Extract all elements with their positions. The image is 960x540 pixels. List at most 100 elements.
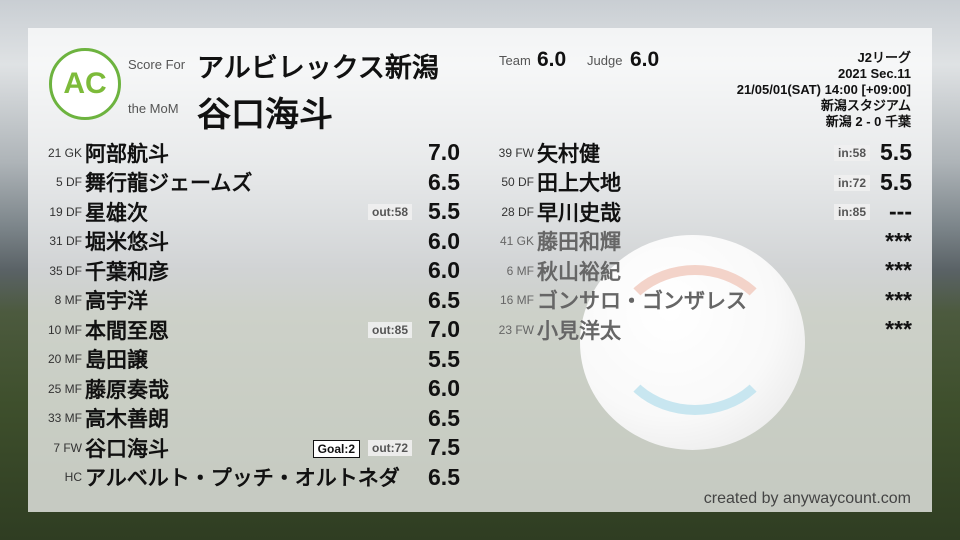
datetime: 21/05/01(SAT) 14:00 [+09:00] <box>736 82 911 97</box>
player-score: 5.5 <box>428 198 460 224</box>
player-name: 阿部航斗 <box>85 141 169 166</box>
player-number-position: 19 DF <box>49 204 82 219</box>
player-name: 小見洋太 <box>537 318 621 343</box>
goal-badge: Goal:2 <box>312 440 360 458</box>
player-score: --- <box>889 198 912 224</box>
player-number-position: 35 DF <box>49 263 82 278</box>
mom-label: the MoM <box>128 101 179 116</box>
team-name: アルビレックス新潟 <box>197 53 439 84</box>
judge-label: Judge <box>587 53 623 68</box>
player-name: アルベルト・プッチ・オルトネダ <box>85 466 400 490</box>
player-score: 6.0 <box>428 257 460 283</box>
player-name: 島田譲 <box>85 348 148 372</box>
player-score: 6.0 <box>428 227 460 254</box>
player-row: 21 GK 阿部航斗 <box>28 138 169 167</box>
player-score: 6.5 <box>428 404 460 431</box>
player-score: 7.0 <box>428 139 460 165</box>
player-row: 28 DF 早川史哉 <box>488 197 621 226</box>
player-score: 5.5 <box>880 168 912 195</box>
sub-badge: in:85 <box>833 204 870 220</box>
result: 新潟 2 - 0 千葉 <box>825 114 911 129</box>
judge-score: 6.0 <box>630 48 660 71</box>
player-number-position: 23 FW <box>498 322 534 337</box>
player-name: 藤原奏哉 <box>85 377 169 402</box>
mom-name: 谷口海斗 <box>197 95 333 135</box>
player-row: 19 DF 星雄次 <box>28 197 148 226</box>
player-row: 20 MF 島田譲 <box>28 345 148 374</box>
player-score: 6.0 <box>428 375 460 401</box>
player-score: 7.5 <box>428 434 460 460</box>
player-name: 秋山裕紀 <box>537 259 621 284</box>
player-number-position: 25 MF <box>47 381 82 396</box>
player-row: 7 FW 谷口海斗 <box>28 433 169 462</box>
player-number-position: 41 GK <box>499 234 534 248</box>
section: 2021 Sec.11 <box>837 66 911 81</box>
score-panel <box>28 28 932 512</box>
player-score: 6.5 <box>428 168 460 195</box>
team-label: Team <box>499 53 531 68</box>
sub-badge: out:85 <box>368 322 412 338</box>
sub-badge: out:58 <box>368 204 412 220</box>
player-row: 31 DF 堀米悠斗 <box>28 227 169 256</box>
player-row: 23 FW 小見洋太 <box>488 315 621 344</box>
player-score: *** <box>885 227 912 254</box>
player-number-position: 21 GK <box>47 145 82 160</box>
player-number-position: 50 DF <box>501 175 534 189</box>
credit: created by anywaycount.com <box>703 490 911 507</box>
player-row: 5 DF 舞行龍ジェームズ <box>28 168 252 197</box>
sub-badge: out:72 <box>368 440 412 456</box>
player-score: 7.0 <box>428 316 460 342</box>
player-name: 舞行龍ジェームズ <box>85 171 253 195</box>
player-row: 8 MF 高宇洋 <box>28 286 148 315</box>
player-name: 田上大地 <box>537 171 621 195</box>
player-score: *** <box>885 257 912 283</box>
player-number-position: 31 DF <box>49 234 82 248</box>
player-name: 藤田和輝 <box>537 230 621 254</box>
player-score: *** <box>885 286 912 313</box>
player-number-position: 33 MF <box>47 411 82 425</box>
player-name: 本間至恩 <box>85 318 169 343</box>
player-row: 35 DF 千葉和彦 <box>28 256 169 285</box>
player-name: 早川史哉 <box>537 200 621 225</box>
player-name: ゴンサロ・ゴンザレス <box>537 289 747 313</box>
player-number-position: 10 MF <box>47 322 82 337</box>
sub-badge: in:58 <box>833 145 870 161</box>
player-number-position: 8 MF <box>54 293 82 307</box>
player-number-position: 7 FW <box>53 440 82 455</box>
player-score: 6.5 <box>428 463 460 490</box>
player-name: 千葉和彦 <box>85 259 169 284</box>
player-number-position: 6 MF <box>506 263 534 278</box>
player-name: 谷口海斗 <box>85 436 169 461</box>
score-for-label: Score For <box>128 57 186 72</box>
match-info: J2リーグ 2021 Sec.11 21/05/01(SAT) 14:00 [+… <box>737 50 911 130</box>
sub-badge: in:72 <box>833 174 870 191</box>
team-score: 6.0 <box>537 48 567 71</box>
stadium: 新潟スタジアム <box>820 98 911 113</box>
player-score: 6.5 <box>428 286 460 313</box>
player-number-position: 20 MF <box>47 352 82 366</box>
player-row: 33 MF 高木善朗 <box>28 404 169 433</box>
player-number-position: 16 MF <box>499 293 534 307</box>
player-name: 高木善朗 <box>85 407 169 431</box>
player-row: 16 MF ゴンサロ・ゴンザレス <box>488 286 747 315</box>
player-number-position: 28 DF <box>501 204 534 219</box>
player-row: 39 FW 矢村健 <box>488 138 600 167</box>
player-row: 25 MF 藤原奏哉 <box>28 374 169 403</box>
player-name: 高宇洋 <box>85 289 148 313</box>
player-row: HC アルベルト・プッチ・オルトネダ <box>28 463 400 492</box>
player-number-position: HC <box>64 470 82 484</box>
player-score: 5.5 <box>880 139 912 165</box>
player-name: 星雄次 <box>85 200 148 225</box>
player-name: 矢村健 <box>537 141 600 166</box>
player-row: 50 DF 田上大地 <box>488 168 621 197</box>
player-number-position: 5 DF <box>55 175 82 189</box>
player-score: *** <box>885 316 912 342</box>
player-row: 41 GK 藤田和輝 <box>488 227 621 256</box>
league: J2リーグ <box>857 50 911 65</box>
player-number-position: 39 FW <box>498 145 534 160</box>
anywaycount-logo: AC <box>49 48 121 120</box>
player-row: 6 MF 秋山裕紀 <box>488 256 621 285</box>
player-score: 5.5 <box>428 345 460 372</box>
player-name: 堀米悠斗 <box>85 230 169 254</box>
player-row: 10 MF 本間至恩 <box>28 315 169 344</box>
